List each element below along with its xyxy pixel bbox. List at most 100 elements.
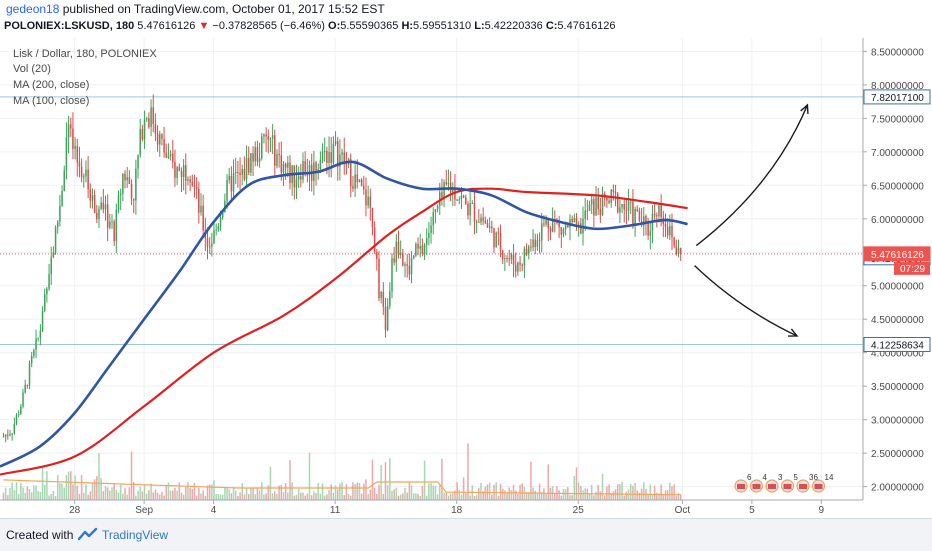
tradingview-brand-link[interactable]: TradingView [102, 528, 169, 542]
scenario-arrow [695, 104, 809, 247]
volume-bar [547, 464, 550, 500]
candle-body [284, 163, 287, 168]
candle-body [395, 241, 398, 263]
candle-body [158, 134, 161, 145]
chart-grid [0, 38, 863, 500]
candle-body [358, 179, 361, 183]
candle-body [113, 221, 115, 241]
candle-body [297, 176, 300, 180]
candle-body [46, 288, 48, 295]
time-tick-label: 9 [819, 505, 825, 516]
volume-bar [408, 482, 411, 500]
candle-body [410, 257, 413, 275]
candle-body [152, 107, 154, 124]
volume-bar [599, 491, 602, 500]
candle-body [488, 226, 491, 228]
volume-bar [52, 491, 55, 500]
candle-body [282, 163, 285, 173]
event-flag-stripe [768, 484, 776, 489]
legend-volume[interactable]: Vol (20) [13, 63, 51, 75]
volume-bar [447, 495, 450, 500]
volume-bar [334, 485, 337, 500]
candle-body [35, 338, 37, 350]
candle-body [226, 179, 228, 202]
price-tick-label: 3.00000000 [871, 416, 924, 427]
candle-body [56, 221, 59, 228]
volume-bar [28, 489, 31, 500]
volume-bar [215, 493, 217, 500]
candle-body [332, 143, 335, 164]
candle-body [50, 257, 52, 275]
candle-body [87, 169, 89, 190]
volume-bar [306, 493, 309, 500]
volume-bar [291, 482, 293, 500]
candle-body [139, 128, 141, 156]
candle-body [425, 237, 428, 245]
volume-bar [423, 460, 426, 500]
legend-ma200[interactable]: MA (200, close) [13, 79, 90, 91]
candle-body [109, 221, 111, 228]
candle-body [195, 187, 198, 189]
legend-ma100[interactable]: MA (100, close) [13, 95, 90, 107]
volume-bar [61, 483, 63, 500]
volume-bar [93, 479, 96, 500]
candle-body [432, 212, 434, 226]
volume-bar [673, 484, 675, 500]
candle-body [549, 228, 552, 232]
candle-body [636, 208, 639, 211]
volume-bar [669, 482, 671, 500]
volume-bar [323, 495, 326, 500]
candle-body [599, 209, 602, 215]
candle-body [441, 192, 443, 198]
event-flag-stripe [737, 484, 745, 489]
candle-body [213, 230, 215, 244]
volume-bar [297, 489, 300, 500]
candle-body [495, 232, 497, 248]
volume-bar [352, 482, 354, 500]
candle-body [649, 231, 652, 236]
price-tick-label: 6.00000000 [871, 215, 924, 226]
volume-bar [616, 484, 619, 500]
volume-bar [276, 494, 278, 500]
timer-tag-bg [894, 261, 930, 275]
volume-bar [443, 492, 445, 500]
event-flag-stripe [783, 484, 792, 489]
candle-body [135, 168, 137, 201]
candle-body [172, 153, 174, 163]
candle-body [111, 221, 113, 223]
author-link[interactable]: gedeon18 [6, 2, 60, 16]
volume-bar [577, 482, 580, 500]
price-chart[interactable]: 6 4 3 5 36 14 8.50000000 8.00000000 7.50000000 7… [0, 38, 932, 518]
candle-body [245, 158, 248, 180]
volume-bar [182, 494, 185, 500]
candle-body [39, 331, 42, 338]
candle-body [363, 186, 365, 190]
candle-body [280, 155, 283, 173]
candle-body [330, 152, 332, 164]
candle-body [2, 436, 5, 438]
candle-body [447, 182, 450, 185]
volume-bar [541, 492, 543, 500]
candle-body [389, 291, 391, 307]
level-tag: 4.12258634 [871, 340, 924, 351]
candle-body [369, 196, 372, 208]
candle-body [261, 136, 263, 159]
volume-bar [336, 489, 339, 500]
candle-body [551, 218, 554, 232]
candle-body [241, 168, 243, 175]
volume-bar [24, 492, 26, 500]
candle-body [263, 134, 265, 137]
candle-body [545, 220, 547, 225]
candle-body [430, 225, 432, 233]
volume-bar [347, 493, 350, 500]
candle-body [621, 204, 623, 208]
volume-bar [675, 495, 678, 500]
volume-bar [480, 482, 482, 500]
candle-body [156, 133, 159, 145]
candle-body [37, 337, 39, 339]
volume-bar [460, 494, 463, 500]
time-tick-label: Sep [135, 505, 153, 516]
volume-bar [48, 495, 50, 500]
volume-bar [56, 475, 59, 500]
volume-bar [632, 485, 634, 500]
